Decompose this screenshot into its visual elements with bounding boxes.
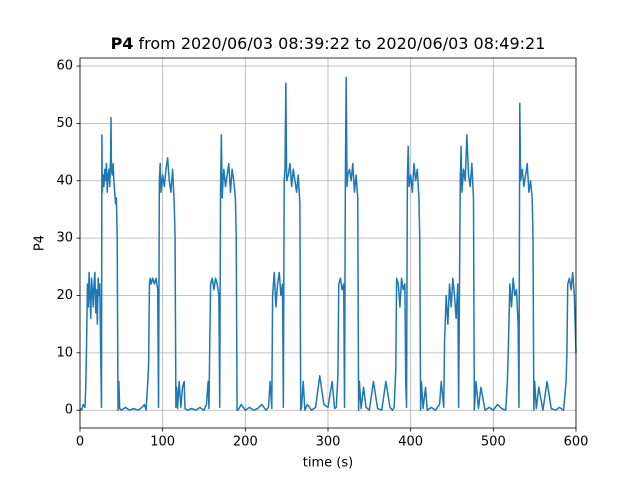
y-tick-label: 0 — [65, 403, 73, 418]
y-tick-label: 40 — [56, 173, 73, 188]
x-tick-label: 600 — [564, 435, 589, 450]
x-tick-label: 500 — [481, 435, 506, 450]
y-tick-label: 50 — [56, 116, 73, 131]
title-text: from 2020/06/03 08:39:22 to 2020/06/03 0… — [139, 34, 546, 53]
y-tick-label: 20 — [56, 288, 73, 303]
chart-title: P4 from 2020/06/03 08:39:22 to 2020/06/0… — [111, 34, 546, 53]
plot-frame — [79, 57, 577, 429]
x-tick-label: 200 — [233, 435, 258, 450]
x-tick-label: 400 — [398, 435, 423, 450]
x-axis-label: time (s) — [303, 456, 353, 471]
x-tick-label: 300 — [316, 435, 341, 450]
x-tick-label: 0 — [76, 435, 84, 450]
x-tick-label: 100 — [150, 435, 175, 450]
y-tick-label: 60 — [56, 59, 73, 74]
y-tick-label: 10 — [56, 345, 73, 360]
y-axis-label: P4 — [33, 235, 48, 251]
title-bold: P4 — [111, 34, 134, 53]
data-line — [79, 76, 577, 411]
y-tick-label: 30 — [56, 231, 73, 246]
